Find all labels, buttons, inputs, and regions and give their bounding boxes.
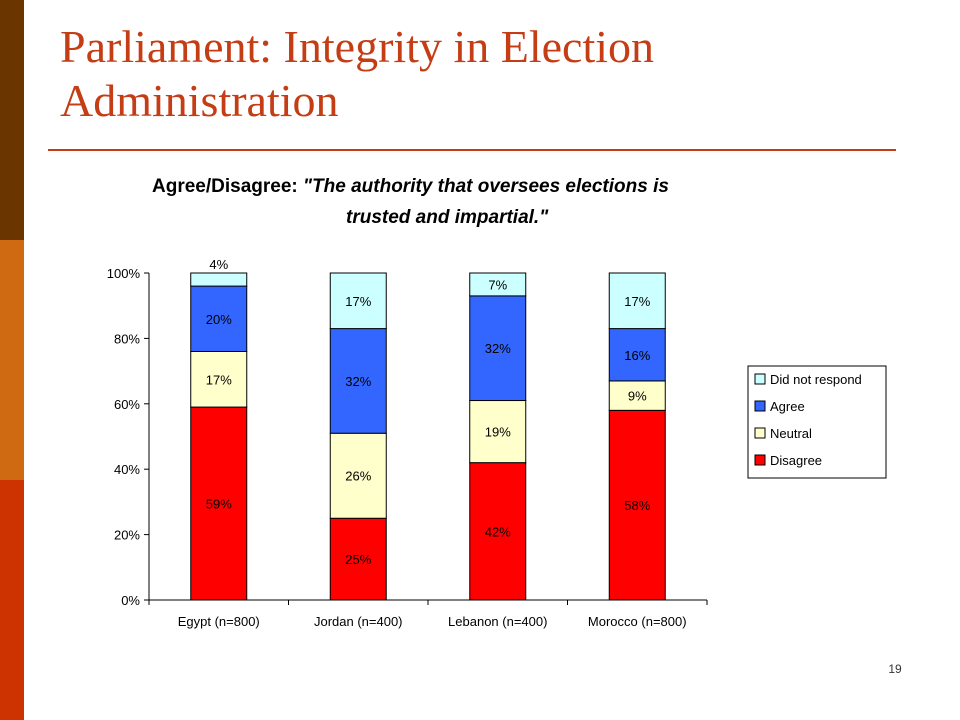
y-tick-label: 40% [114,462,140,477]
data-label-disagree: 42% [485,524,511,539]
bar-segment-neutral [469,400,527,464]
data-label-did-not-respond: 17% [345,294,371,309]
legend-label-did-not-respond: Did not respond [770,372,862,387]
x-tick-label: Morocco (n=800) [588,614,687,629]
slide-title-line-1: Parliament: Integrity in Election [60,21,655,72]
data-label-did-not-respond: 7% [488,277,507,292]
bar-segment-disagree [190,406,248,601]
bar-segment-disagree [608,409,666,601]
side-bar-orange [0,240,24,480]
bar-segment-did-not-respond [329,272,387,330]
x-tick-label: Egypt (n=800) [178,614,260,629]
slide-title-line-2: Administration [60,75,339,126]
bar-segment-disagree [469,462,527,601]
page-number: 19 [888,662,902,676]
data-label-agree: 32% [485,341,511,356]
data-label-agree: 20% [206,312,232,327]
legend-swatch-agree [754,400,766,412]
legend-swatch-did-not-respond [754,373,766,385]
data-label-agree: 16% [624,348,650,363]
legend-label-neutral: Neutral [770,426,812,441]
data-label-did-not-respond: 4% [209,257,228,272]
slide-title: Parliament: Integrity in Election Admini… [60,20,920,128]
bar-segment-neutral [608,380,666,411]
data-label-disagree: 59% [206,497,232,512]
data-label-agree: 32% [345,374,371,389]
y-tick-label: 60% [114,397,140,412]
bar-segment-agree [329,328,387,434]
x-tick-label: Jordan (n=400) [314,614,403,629]
x-tick-label: Lebanon (n=400) [448,614,547,629]
y-tick-label: 0% [121,593,140,608]
legend-box [747,365,887,479]
data-label-neutral: 26% [345,469,371,484]
data-label-neutral: 19% [485,425,511,440]
side-bar-red [0,480,24,720]
y-tick-label: 20% [114,528,140,543]
title-divider [48,149,896,151]
bar-segment-did-not-respond [190,272,248,287]
bar-segment-agree [608,328,666,382]
legend-label-disagree: Disagree [770,453,822,468]
y-tick-label: 80% [114,331,140,346]
data-label-neutral: 9% [628,389,647,404]
legend-swatch-disagree [754,454,766,466]
data-label-disagree: 25% [345,552,371,567]
chart-title-line-2: trusted and impartial." [346,207,549,228]
bar-segment-did-not-respond [469,272,527,297]
chart-title-line-1: Agree/Disagree: "The authority that over… [152,176,669,197]
legend-label-agree: Agree [770,399,805,414]
data-label-disagree: 58% [624,498,650,513]
data-label-did-not-respond: 17% [624,294,650,309]
bar-segment-neutral [329,432,387,519]
data-label-neutral: 17% [206,372,232,387]
bar-segment-did-not-respond [608,272,666,330]
side-bar-dark-brown [0,0,24,240]
bar-segment-disagree [329,517,387,601]
legend-swatch-neutral [754,427,766,439]
y-tick-label: 100% [107,266,141,281]
